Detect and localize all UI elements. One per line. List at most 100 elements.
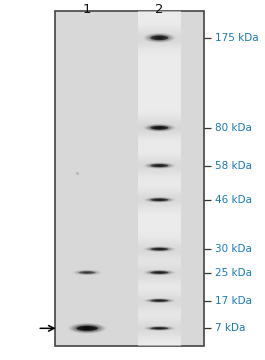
Ellipse shape (151, 271, 167, 274)
Ellipse shape (155, 248, 164, 250)
Ellipse shape (86, 272, 89, 273)
Ellipse shape (154, 199, 165, 201)
Ellipse shape (149, 271, 170, 274)
Ellipse shape (76, 325, 98, 332)
Text: 46 kDa: 46 kDa (215, 195, 253, 205)
Ellipse shape (154, 126, 165, 129)
Ellipse shape (80, 271, 95, 274)
Text: 25 kDa: 25 kDa (215, 267, 253, 278)
Ellipse shape (149, 327, 170, 330)
Ellipse shape (146, 197, 173, 202)
Ellipse shape (145, 298, 174, 303)
Ellipse shape (153, 271, 166, 274)
Ellipse shape (145, 270, 174, 275)
Text: 80 kDa: 80 kDa (215, 123, 252, 133)
Ellipse shape (153, 164, 166, 167)
Ellipse shape (146, 33, 173, 42)
Ellipse shape (82, 327, 92, 330)
Ellipse shape (151, 271, 168, 274)
Ellipse shape (157, 300, 162, 301)
Ellipse shape (157, 165, 162, 166)
Ellipse shape (153, 126, 166, 130)
Ellipse shape (149, 125, 170, 130)
Ellipse shape (147, 34, 171, 42)
Ellipse shape (78, 271, 96, 274)
Ellipse shape (157, 328, 162, 329)
Text: 58 kDa: 58 kDa (215, 161, 253, 171)
Ellipse shape (158, 165, 161, 166)
Ellipse shape (154, 328, 165, 329)
Ellipse shape (146, 247, 173, 252)
Ellipse shape (145, 163, 174, 168)
Ellipse shape (146, 326, 173, 330)
Ellipse shape (150, 327, 169, 330)
Ellipse shape (154, 271, 165, 274)
Ellipse shape (149, 247, 170, 251)
Ellipse shape (157, 37, 162, 39)
Ellipse shape (155, 300, 164, 301)
Text: 1: 1 (83, 3, 91, 16)
Ellipse shape (151, 327, 168, 329)
Ellipse shape (146, 125, 173, 131)
Ellipse shape (82, 271, 92, 274)
Ellipse shape (151, 198, 167, 201)
Ellipse shape (146, 163, 173, 168)
Ellipse shape (150, 126, 169, 130)
Ellipse shape (81, 327, 94, 330)
Ellipse shape (151, 198, 168, 201)
Ellipse shape (78, 325, 97, 331)
Ellipse shape (157, 272, 162, 273)
Ellipse shape (158, 199, 161, 200)
Ellipse shape (69, 323, 105, 333)
Ellipse shape (153, 300, 166, 302)
Ellipse shape (155, 199, 164, 201)
Ellipse shape (153, 36, 166, 40)
Text: 2: 2 (155, 3, 164, 16)
Ellipse shape (149, 35, 170, 41)
Ellipse shape (151, 35, 167, 40)
Ellipse shape (150, 271, 169, 274)
Ellipse shape (151, 126, 167, 130)
Ellipse shape (155, 165, 164, 166)
Ellipse shape (147, 270, 171, 275)
Ellipse shape (157, 199, 162, 200)
Ellipse shape (150, 247, 169, 251)
Ellipse shape (151, 248, 168, 251)
Ellipse shape (153, 199, 166, 201)
Ellipse shape (150, 299, 169, 302)
Ellipse shape (151, 300, 167, 302)
Ellipse shape (149, 198, 170, 202)
Ellipse shape (79, 326, 95, 330)
Ellipse shape (153, 327, 166, 329)
Ellipse shape (155, 37, 164, 39)
Ellipse shape (74, 325, 100, 332)
Ellipse shape (155, 328, 164, 329)
Ellipse shape (150, 164, 169, 167)
Ellipse shape (150, 35, 169, 41)
Ellipse shape (71, 324, 103, 333)
Ellipse shape (146, 270, 173, 275)
Ellipse shape (147, 247, 171, 251)
Ellipse shape (145, 197, 174, 202)
Ellipse shape (149, 163, 170, 168)
Ellipse shape (145, 247, 174, 252)
Ellipse shape (151, 164, 167, 167)
Ellipse shape (154, 248, 165, 250)
Ellipse shape (158, 37, 161, 38)
Ellipse shape (151, 300, 168, 302)
Ellipse shape (147, 299, 171, 302)
Ellipse shape (151, 36, 168, 40)
Ellipse shape (86, 328, 89, 329)
Ellipse shape (147, 198, 171, 202)
Ellipse shape (145, 33, 174, 42)
Ellipse shape (151, 126, 168, 130)
Ellipse shape (81, 271, 94, 274)
Ellipse shape (147, 125, 171, 131)
Ellipse shape (79, 271, 95, 274)
Ellipse shape (154, 36, 165, 40)
Ellipse shape (77, 271, 97, 274)
Ellipse shape (149, 299, 170, 302)
Ellipse shape (83, 272, 91, 273)
Ellipse shape (150, 198, 169, 202)
Ellipse shape (145, 326, 174, 330)
